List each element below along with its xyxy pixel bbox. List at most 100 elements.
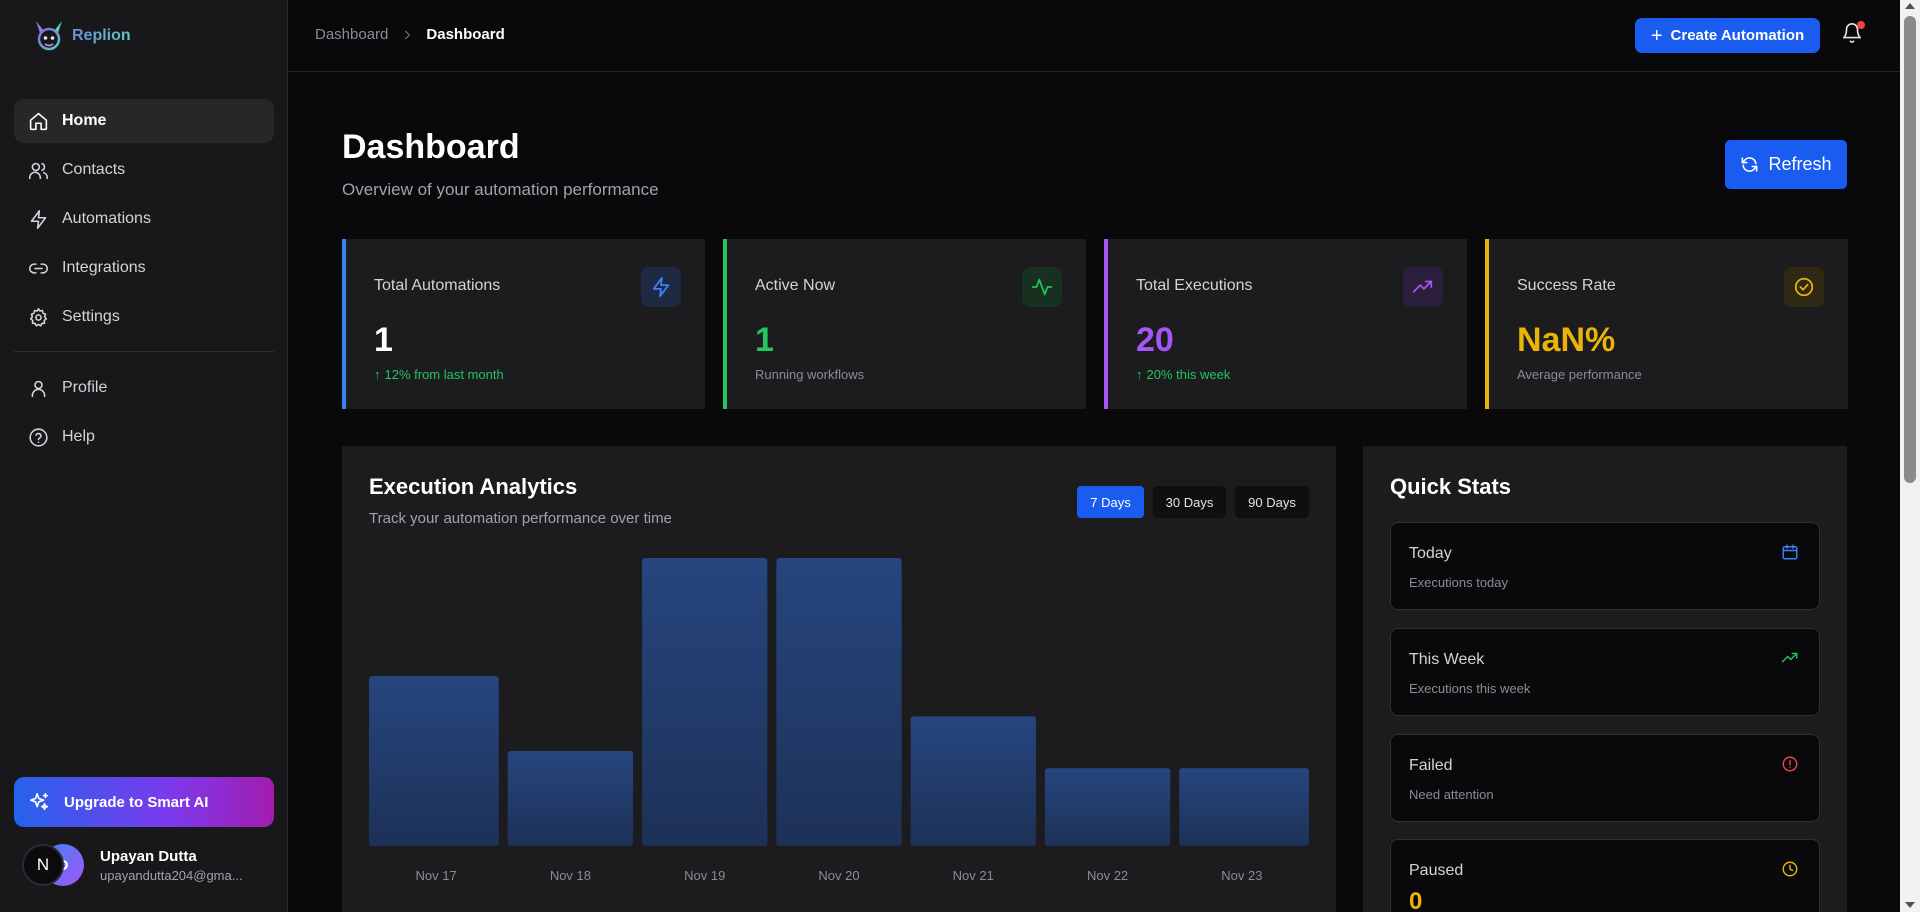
quick-stat-today[interactable]: Today Executions today <box>1390 522 1820 610</box>
stat-value: NaN% <box>1517 321 1616 359</box>
logo-mark-icon <box>36 21 62 51</box>
sidebar: Replion Home Contacts Automations Integr… <box>0 0 288 912</box>
user-name: Upayan Dutta <box>100 847 197 865</box>
upgrade-label: Upgrade to Smart AI <box>64 793 209 811</box>
sidebar-item-label: Home <box>62 112 107 129</box>
chart-bar-7[interactable] <box>1179 768 1309 846</box>
x-tick-label: Nov 22 <box>1087 868 1128 883</box>
sidebar-item-label: Settings <box>62 308 120 325</box>
calendar-icon <box>1781 543 1801 563</box>
home-icon <box>27 110 49 132</box>
scroll-up-arrow-icon[interactable] <box>1905 3 1915 9</box>
brand-name: Replion <box>72 27 131 44</box>
activity-icon <box>1022 267 1062 307</box>
sidebar-item-label: Integrations <box>62 259 146 276</box>
user-email: upayandutta204@gma... <box>100 867 243 883</box>
quick-stat-paused[interactable]: Paused 0 <box>1390 839 1820 912</box>
stat-label: Success Rate <box>1517 277 1616 294</box>
chart-bar-1[interactable] <box>369 676 499 846</box>
quick-stat-value: 0 <box>1409 888 1423 912</box>
quick-stats-title: Quick Stats <box>1390 474 1512 499</box>
user-icon <box>27 377 49 399</box>
sidebar-item-label: Profile <box>62 379 108 396</box>
x-tick-label: Nov 20 <box>818 868 859 883</box>
sidebar-item-automations[interactable]: Automations <box>14 197 274 241</box>
lightning-icon <box>641 267 681 307</box>
page-scrollbar[interactable] <box>1900 0 1920 912</box>
chart-bar-6[interactable] <box>1044 768 1171 846</box>
user-profile[interactable]: D N Upayan Dutta upayandutta204@gma... <box>22 842 243 888</box>
quick-stat-failed[interactable]: Failed Need attention <box>1390 734 1820 822</box>
chart-bar-3[interactable] <box>642 558 768 846</box>
range-7-days-button[interactable]: 7 Days <box>1077 486 1144 518</box>
stat-label: Active Now <box>755 277 836 294</box>
sidebar-nav: Home Contacts Automations Integrations S… <box>14 99 274 464</box>
sidebar-item-help[interactable]: Help <box>14 415 274 459</box>
quick-stat-this-week[interactable]: This Week Executions this week <box>1390 628 1820 716</box>
breadcrumb-parent[interactable]: Dashboard <box>315 26 389 43</box>
analytics-title: Execution Analytics <box>369 474 578 499</box>
x-tick-label: Nov 21 <box>953 868 994 883</box>
upgrade-button[interactable]: Upgrade to Smart AI <box>14 777 274 827</box>
scrollbar-thumb[interactable] <box>1904 16 1916 483</box>
clock-icon <box>1781 860 1801 880</box>
link-icon <box>27 257 49 279</box>
notification-badge <box>1857 21 1865 29</box>
sidebar-item-label: Automations <box>62 210 151 227</box>
stat-caption: Running workflows <box>755 367 865 382</box>
sidebar-item-home[interactable]: Home <box>14 99 274 143</box>
sidebar-item-integrations[interactable]: Integrations <box>14 246 274 290</box>
range-90-days-button[interactable]: 90 Days <box>1235 486 1309 518</box>
avatar[interactable]: D N <box>22 842 88 888</box>
x-tick-label: Nov 23 <box>1221 868 1262 883</box>
top-header: Dashboard Dashboard + Create Automation <box>288 0 1900 72</box>
check-circle-icon <box>1784 267 1824 307</box>
stat-card-total-executions: Total Executions 20 ↑ 20% this week <box>1104 239 1467 409</box>
arrow-up-icon: ↑ <box>374 367 381 382</box>
trending-up-icon <box>1403 267 1443 307</box>
lightning-icon <box>27 208 49 230</box>
breadcrumb-current: Dashboard <box>426 26 505 43</box>
execution-analytics-card: Execution Analytics Track your automatio… <box>342 446 1336 912</box>
refresh-icon <box>1742 157 1758 172</box>
users-icon <box>27 159 49 181</box>
stat-value: 20 <box>1136 321 1174 359</box>
create-automation-label: Create Automation <box>1670 27 1805 44</box>
breadcrumb: Dashboard Dashboard <box>315 26 505 43</box>
user-info: Upayan Dutta upayandutta204@gma... <box>100 848 243 883</box>
notifications-button[interactable] <box>1841 21 1865 46</box>
refresh-button[interactable]: Refresh <box>1725 140 1847 189</box>
stat-label: Total Executions <box>1136 277 1253 294</box>
stat-card-total-automations: Total Automations 1 ↑ 12% from last mont… <box>342 239 705 409</box>
chart-bar-4[interactable] <box>776 558 902 846</box>
chart-bar-2[interactable] <box>507 750 634 846</box>
sidebar-item-contacts[interactable]: Contacts <box>14 148 274 192</box>
refresh-label: Refresh <box>1768 154 1832 174</box>
range-30-days-button[interactable]: 30 Days <box>1153 486 1226 518</box>
scroll-down-arrow-icon[interactable] <box>1905 902 1915 908</box>
arrow-up-icon: ↑ <box>1136 367 1143 382</box>
brand-logo[interactable]: Replion <box>30 16 131 56</box>
x-tick-label: Nov 19 <box>684 868 725 883</box>
plus-icon: + <box>1650 24 1663 47</box>
stat-value: 1 <box>374 321 393 359</box>
analytics-subtitle: Track your automation performance over t… <box>369 510 672 527</box>
quick-stat-label: Today <box>1409 545 1452 562</box>
alert-circle-icon <box>1781 755 1801 775</box>
quick-stat-caption: Need attention <box>1409 787 1494 802</box>
trending-up-icon <box>1781 649 1801 669</box>
x-tick-label: Nov 17 <box>416 868 457 883</box>
stat-card-active-now: Active Now 1 Running workflows <box>723 239 1086 409</box>
gear-icon <box>27 306 49 328</box>
stat-trend: ↑ 12% from last month <box>374 367 504 382</box>
create-automation-button[interactable]: + Create Automation <box>1635 18 1820 53</box>
bell-icon <box>1842 23 1862 44</box>
stat-card-success-rate: Success Rate NaN% Average performance <box>1485 239 1848 409</box>
avatar-primary: N <box>22 844 64 886</box>
chart-bar-5[interactable] <box>910 716 1036 846</box>
chevron-right-icon <box>400 28 414 42</box>
quick-stat-label: Failed <box>1409 757 1453 774</box>
sidebar-item-profile[interactable]: Profile <box>14 366 274 410</box>
sidebar-item-settings[interactable]: Settings <box>14 295 274 339</box>
help-icon <box>27 426 49 448</box>
